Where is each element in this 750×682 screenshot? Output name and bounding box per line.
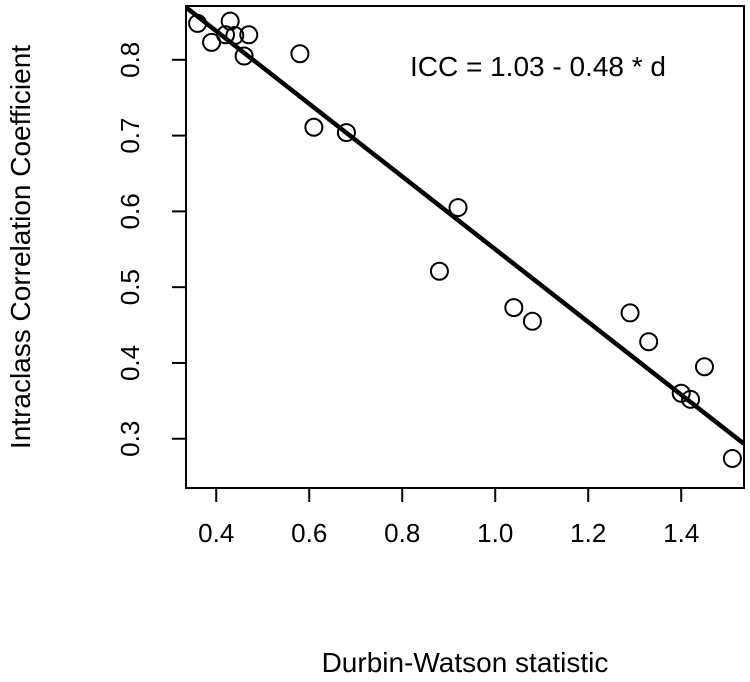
x-tick-label: 0.4	[198, 518, 234, 548]
y-tick-label: 0.5	[115, 269, 145, 305]
data-point	[504, 298, 524, 318]
y-axis: 0.3 0.4 0.5 0.6 0.7 0.8	[115, 42, 187, 457]
y-tick-label: 0.8	[115, 42, 145, 78]
x-axis-title: Durbin-Watson statistic	[322, 647, 609, 678]
data-point	[290, 44, 310, 64]
data-point	[522, 311, 542, 331]
data-point	[722, 448, 742, 468]
data-point	[448, 198, 468, 218]
data-point	[671, 383, 691, 403]
data-point	[225, 26, 245, 46]
plot-area	[186, 6, 744, 468]
y-tick-label: 0.4	[115, 345, 145, 381]
x-tick-label: 1.4	[663, 518, 699, 548]
y-tick-label: 0.6	[115, 193, 145, 229]
data-point	[239, 25, 259, 45]
data-point	[216, 25, 236, 45]
data-point	[304, 117, 324, 137]
data-point	[620, 303, 640, 323]
y-axis-title: Intraclass Correlation Coefficient	[5, 45, 36, 449]
x-axis: 0.4 0.6 0.8 1.0 1.2 1.4	[198, 487, 699, 548]
y-tick-label: 0.7	[115, 118, 145, 154]
data-point	[429, 261, 449, 281]
data-point	[639, 332, 659, 352]
data-point	[188, 13, 208, 33]
data-point	[681, 389, 701, 409]
data-point	[234, 46, 254, 66]
x-tick-label: 1.0	[477, 518, 513, 548]
x-tick-label: 1.2	[570, 518, 606, 548]
regression-equation: ICC = 1.03 - 0.48 * d	[410, 51, 666, 82]
x-tick-label: 0.8	[384, 518, 420, 548]
fit-line	[186, 6, 744, 446]
x-tick-label: 0.6	[291, 518, 327, 548]
y-tick-label: 0.3	[115, 421, 145, 457]
data-point	[336, 123, 356, 143]
data-point	[694, 357, 714, 377]
